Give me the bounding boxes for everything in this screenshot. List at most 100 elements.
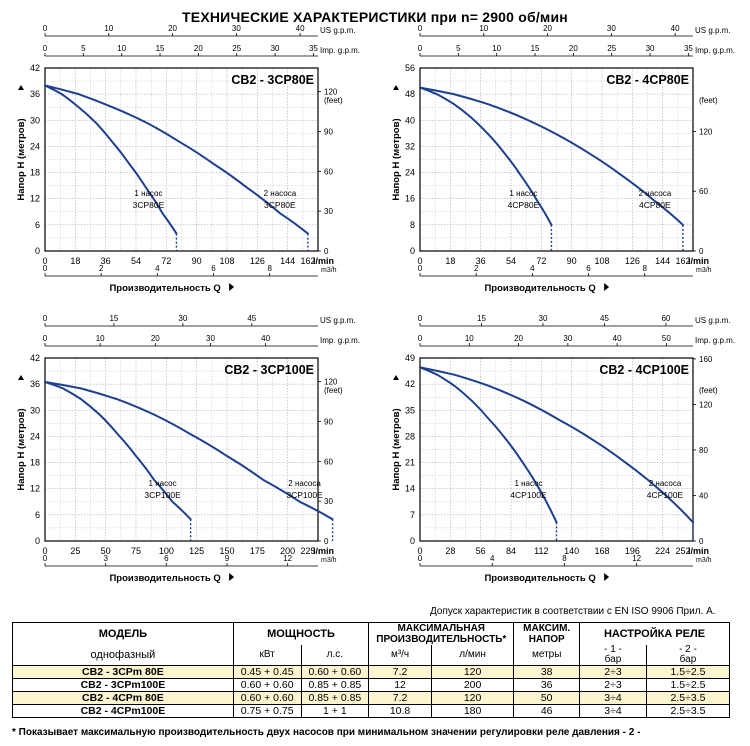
impgpm-tick-label: 0 [418, 334, 423, 343]
usgpm-unit-label: US g.p.m. [320, 26, 356, 35]
usgpm-tick-label: 45 [600, 314, 609, 323]
series-name-label: 2 насоса [288, 479, 321, 488]
relay1-cell: 2÷3 [579, 665, 647, 679]
x-tick-label: 75 [131, 546, 141, 556]
feet-tick-label: 30 [324, 497, 333, 506]
kw-cell: 0.75 + 0.75 [232, 704, 302, 718]
plot-frame [44, 357, 319, 542]
y-tick-label: 0 [35, 536, 40, 546]
x-axis-arrow-icon [604, 573, 610, 581]
y-tick-label: 49 [405, 353, 415, 363]
table-subheader-row: однофазный кВт л.с. м³/ч л/мин метры - 1… [12, 645, 731, 666]
usgpm-tick-label: 20 [168, 24, 177, 33]
m3h-tick-label: 6 [586, 264, 591, 273]
main-title: ТЕХНИЧЕСКИЕ ХАРАКТЕРИСТИКИ при n= 2900 о… [182, 9, 568, 25]
y-tick-label: 12 [30, 194, 40, 204]
usgpm-tick-label: 10 [104, 24, 113, 33]
y-tick-label: 24 [30, 141, 40, 151]
lmin-cell: 200 [430, 678, 515, 692]
feet-tick-label: 160 [699, 355, 713, 364]
impgpm-tick-label: 10 [96, 334, 105, 343]
usgpm-tick-label: 0 [43, 24, 48, 33]
series-line [44, 380, 192, 521]
usgpm-tick-label: 30 [607, 24, 616, 33]
feet-tick-label: 60 [699, 187, 708, 196]
x-tick-label: 175 [250, 546, 265, 556]
header-power: МОЩНОСТЬ [232, 622, 370, 645]
usgpm-tick-label: 30 [178, 314, 187, 323]
impgpm-tick-label: 40 [613, 334, 622, 343]
impgpm-tick-label: 10 [492, 44, 501, 53]
y-tick-label: 32 [405, 141, 415, 151]
feet-unit-label: (feet) [324, 96, 343, 105]
header-model: МОДЕЛЬ [12, 622, 234, 645]
impgpm-tick-label: 20 [151, 334, 160, 343]
impgpm-tick-label: 20 [569, 44, 578, 53]
impgpm-tick-label: 35 [309, 44, 318, 53]
sub-relay-1: - 1 - бар [579, 645, 647, 666]
usgpm-tick-label: 30 [539, 314, 548, 323]
m3h-tick-label: 6 [211, 264, 216, 273]
x-tick-label: 36 [476, 256, 486, 266]
impgpm-tick-label: 0 [418, 44, 423, 53]
feet-tick-label: 0 [699, 247, 704, 256]
y-tick-label: 56 [405, 63, 415, 73]
impgpm-unit-label: Imp. g.p.m. [695, 46, 735, 55]
chart-title: CB2 - 3CP80E [231, 73, 314, 87]
sub-relay-2-unit: бар [679, 654, 697, 665]
m3h-unit-label: m3/h [696, 267, 712, 274]
m3h-tick-label: 6 [164, 554, 169, 563]
sub-lmin: л/мин [430, 645, 515, 666]
lmin-cell: 180 [430, 704, 515, 718]
y-tick-label: 42 [405, 379, 415, 389]
series-line [419, 86, 553, 226]
impgpm-tick-label: 20 [514, 334, 523, 343]
impgpm-tick-label: 0 [43, 334, 48, 343]
y-tick-label: 0 [410, 246, 415, 256]
sub-kw: кВт [232, 645, 302, 666]
x-axis-title: Производительность Q [484, 283, 595, 294]
x-tick-label: 150 [219, 546, 234, 556]
m3h-tick-label: 0 [418, 264, 423, 273]
y-tick-label: 24 [30, 431, 40, 441]
y-tick-label: 40 [405, 115, 415, 125]
series-name-label: 1 насос [514, 479, 542, 488]
hp-cell: 1 + 1 [300, 704, 370, 718]
y-tick-label: 6 [35, 220, 40, 230]
head-cell: 50 [513, 691, 581, 705]
y-tick-label: 0 [35, 246, 40, 256]
impgpm-tick-label: 35 [684, 44, 693, 53]
y-tick-label: 24 [405, 168, 415, 178]
y-tick-label: 30 [30, 115, 40, 125]
feet-tick-label: 30 [324, 207, 333, 216]
lmin-cell: 120 [430, 691, 515, 705]
x-tick-label: 140 [564, 546, 579, 556]
x-tick-label: 126 [625, 256, 640, 266]
x-tick-label: 125 [189, 546, 204, 556]
impgpm-tick-label: 30 [646, 44, 655, 53]
head-cell: 38 [513, 665, 581, 679]
x-unit-label: l/min [688, 256, 709, 266]
table-row: CB2 - 4CPm 80E 0.60 + 0.60 0.85 + 0.85 7… [12, 691, 731, 705]
usgpm-tick-label: 45 [247, 314, 256, 323]
usgpm-tick-label: 15 [109, 314, 118, 323]
feet-tick-label: 120 [699, 400, 713, 409]
y-tick-label: 42 [30, 63, 40, 73]
x-tick-label: 90 [567, 256, 577, 266]
m3h-tick-label: 0 [43, 264, 48, 273]
x-tick-label: 168 [594, 546, 609, 556]
impgpm-tick-label: 30 [206, 334, 215, 343]
x-tick-label: 90 [192, 256, 202, 266]
impgpm-tick-label: 25 [232, 44, 241, 53]
x-tick-label: 126 [250, 256, 265, 266]
feet-tick-label: 60 [324, 457, 333, 466]
tolerance-note: Допуск характеристик в соответствии с EN… [430, 606, 716, 617]
series-line [44, 84, 178, 235]
x-axis-arrow-icon [229, 573, 235, 581]
impgpm-tick-label: 40 [261, 334, 270, 343]
x-tick-label: 18 [70, 256, 80, 266]
model-cell: CB2 - 4CPm 80E [12, 691, 234, 705]
series-model-label: 4CP100E [510, 490, 547, 500]
m3h-tick-label: 4 [155, 264, 160, 273]
x-tick-label: 72 [536, 256, 546, 266]
